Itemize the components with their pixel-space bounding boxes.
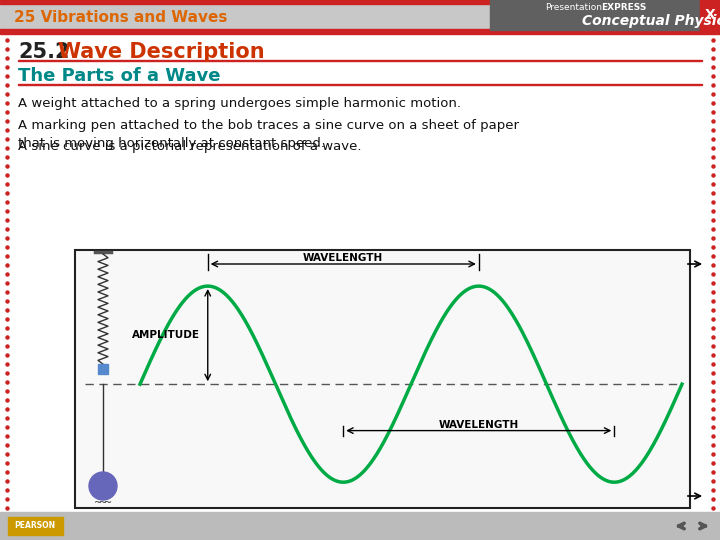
Bar xyxy=(0,29,720,34)
Text: AMPLITUDE: AMPLITUDE xyxy=(132,330,199,340)
Text: PEARSON: PEARSON xyxy=(14,522,55,530)
Text: WAVELENGTH: WAVELENGTH xyxy=(303,253,383,263)
Text: X: X xyxy=(705,8,716,22)
Bar xyxy=(0,0,720,4)
Text: Presentation: Presentation xyxy=(545,3,602,11)
Circle shape xyxy=(89,472,117,500)
Text: A weight attached to a spring undergoes simple harmonic motion.: A weight attached to a spring undergoes … xyxy=(18,97,461,110)
Bar xyxy=(18,59,702,61)
Bar xyxy=(75,250,690,508)
Text: ~: ~ xyxy=(104,498,112,508)
Bar xyxy=(700,0,720,30)
Bar xyxy=(18,84,702,85)
Text: 25 Vibrations and Waves: 25 Vibrations and Waves xyxy=(14,10,228,24)
Text: EXPRESS: EXPRESS xyxy=(601,3,647,11)
Bar xyxy=(490,0,700,30)
Text: ~: ~ xyxy=(94,498,102,508)
Text: A marking pen attached to the bob traces a sine curve on a sheet of paper
that i: A marking pen attached to the bob traces… xyxy=(18,119,519,151)
Bar xyxy=(98,364,108,374)
Text: Conceptual Physics: Conceptual Physics xyxy=(582,14,720,28)
Text: Wave Description: Wave Description xyxy=(58,42,265,62)
Text: The Parts of a Wave: The Parts of a Wave xyxy=(18,67,220,85)
Text: WAVELENGTH: WAVELENGTH xyxy=(438,420,519,430)
Bar xyxy=(8,517,63,535)
Bar xyxy=(0,0,720,30)
Text: ~: ~ xyxy=(99,498,107,508)
Text: A sine curve is a pictorial representation of a wave.: A sine curve is a pictorial representati… xyxy=(18,140,361,153)
Text: 25.2: 25.2 xyxy=(18,42,70,62)
Bar xyxy=(0,512,720,540)
